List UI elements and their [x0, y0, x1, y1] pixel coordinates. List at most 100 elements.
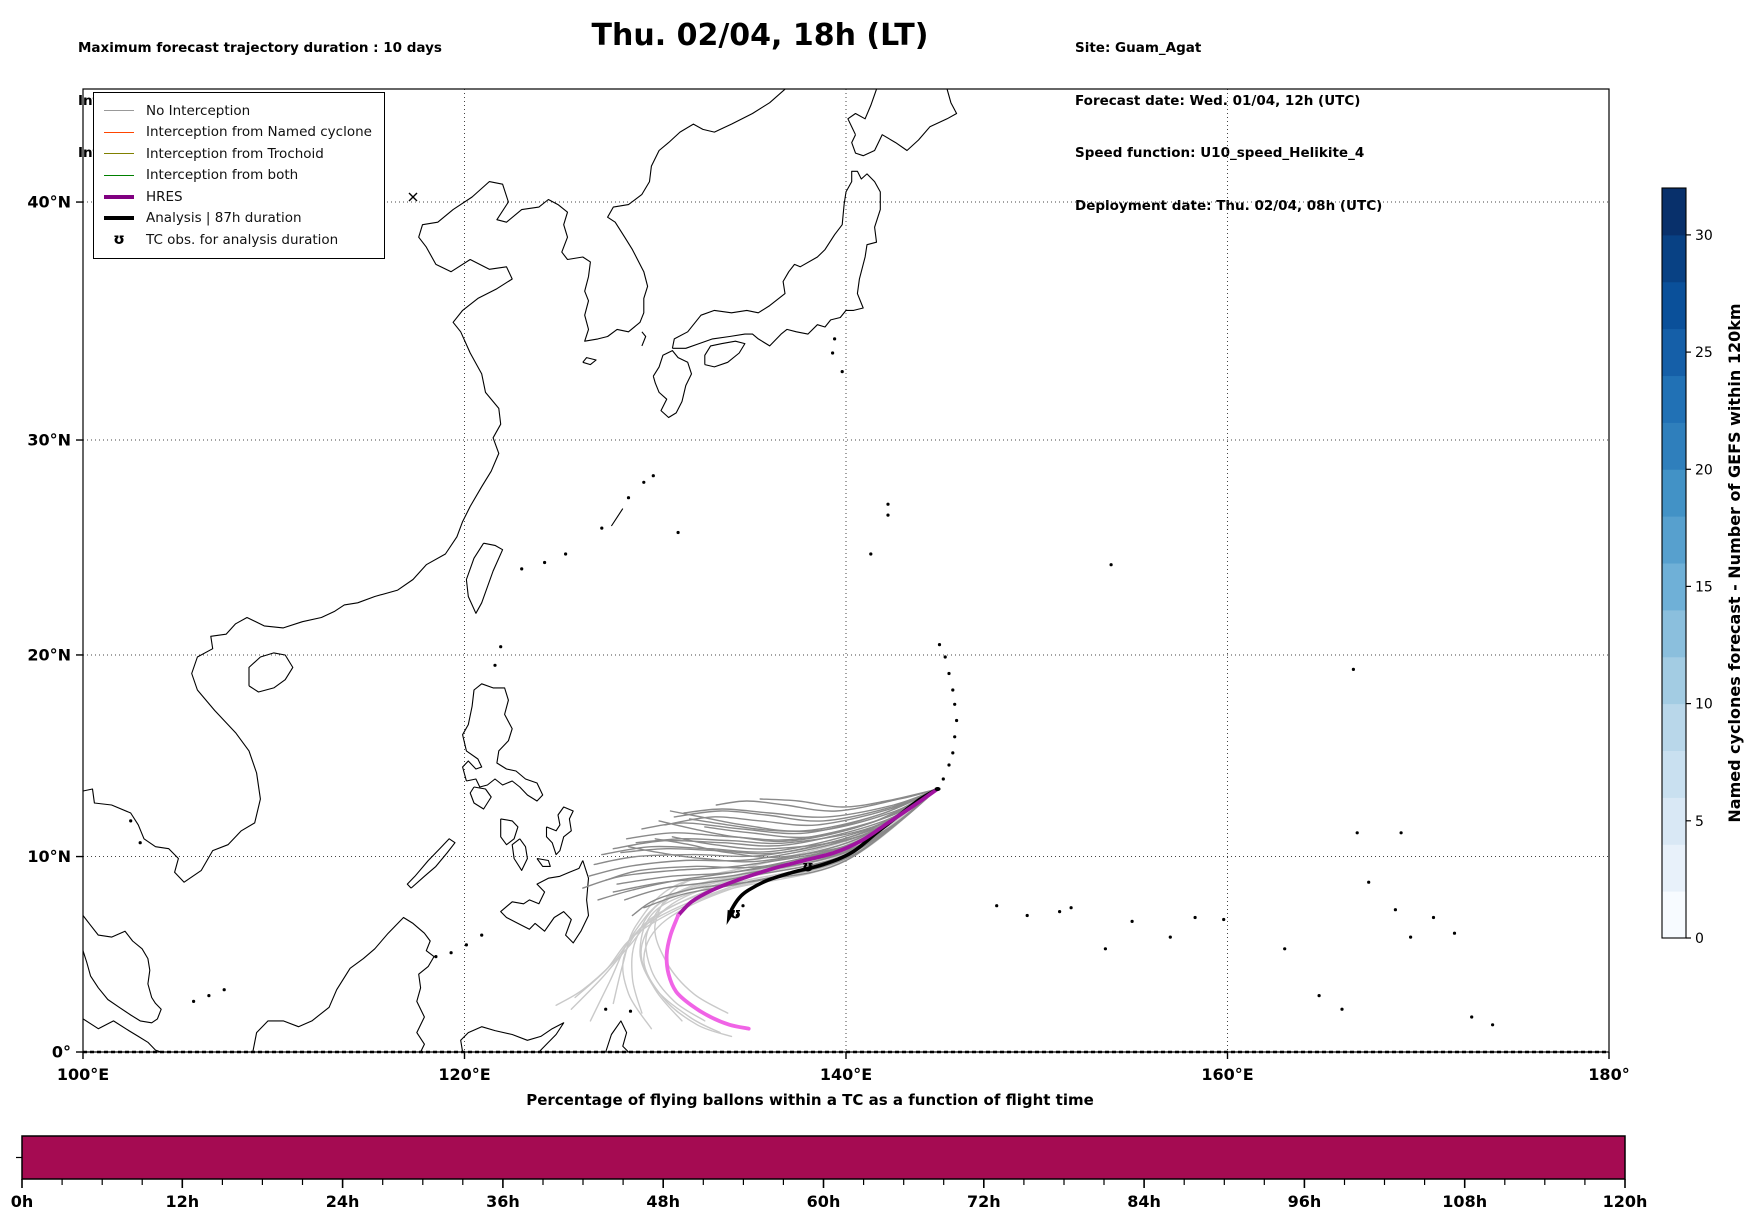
speed-function-line: Speed function: U10_speed_Helikite_4	[1075, 145, 1365, 162]
island-dot	[1351, 667, 1355, 672]
analysis-arrowhead	[726, 909, 735, 926]
bar-tick-label: 24h	[326, 1192, 360, 1211]
y-tick-label: 0°	[52, 1043, 71, 1062]
x-tick-label: 120°E	[438, 1065, 490, 1084]
tc-obs-cyclone-icon: ʊ	[730, 905, 742, 923]
island-dot	[886, 513, 890, 517]
coastline-kyushu	[652, 350, 693, 419]
ensemble-track	[683, 788, 939, 818]
colorbar-step	[1662, 328, 1686, 377]
tc-cyclone-icon: ʊ	[104, 232, 134, 247]
island-dot	[947, 763, 951, 767]
bar-tick-label: 12h	[165, 1192, 199, 1211]
island-dot	[604, 1007, 608, 1011]
bar-tick-label: 0h	[11, 1192, 34, 1211]
coastline-honshu	[671, 170, 881, 349]
island-dot	[1069, 906, 1073, 910]
tc-cyclone-icon: ʊ	[113, 230, 125, 249]
coastline-mindanao	[500, 860, 590, 944]
ensemble-track-light	[622, 788, 939, 1030]
island-dot	[543, 560, 547, 565]
colorbar-step	[1662, 844, 1686, 892]
island-dot	[520, 567, 524, 571]
island-dot	[1409, 935, 1413, 939]
island-dot	[651, 474, 655, 478]
island-dot	[1399, 831, 1403, 835]
forecast-date-line: Forecast date: Wed. 01/04, 12h (UTC)	[1075, 92, 1361, 109]
island-dot	[869, 552, 873, 556]
legend-line	[104, 110, 134, 112]
colorbar-label: Named cyclones forecast - Number of GEFS…	[1725, 303, 1744, 822]
colorbar-step	[1662, 703, 1686, 752]
island-dot	[833, 337, 837, 341]
legend-line-swatch	[104, 194, 134, 199]
legend-label: Interception from both	[146, 167, 299, 184]
legend-label: TC obs. for analysis duration	[146, 231, 339, 248]
ensemble-track	[635, 788, 939, 845]
island-dot	[138, 841, 142, 845]
legend-line	[104, 153, 134, 155]
figure-title: Thu. 02/04, 18h (LT)	[591, 18, 929, 53]
colorbar-tick-label: 10	[1695, 697, 1713, 713]
legend-line	[104, 174, 134, 176]
legend-item-3: Interception from both	[104, 165, 372, 187]
legend-line-swatch	[104, 216, 134, 221]
legend-line	[104, 131, 134, 133]
legend-line-swatch	[104, 153, 134, 155]
island-dot	[937, 643, 942, 647]
island-dot	[480, 933, 484, 937]
colorbar-step	[1662, 609, 1686, 658]
island-dot	[951, 688, 955, 692]
x-tick-label: 140°E	[820, 1065, 872, 1084]
island-dot	[840, 370, 844, 374]
island-dot	[1193, 915, 1197, 920]
max-duration-line: Maximum forecast trajectory duration : 1…	[78, 40, 442, 57]
deployment-site-marker	[934, 787, 941, 791]
legend-label: Interception from Trochoid	[146, 145, 324, 162]
coastline-hokkaido-west	[847, 89, 878, 135]
island-dot	[192, 999, 196, 1004]
island-dot	[564, 552, 568, 556]
x-tick-label: 100°E	[57, 1065, 109, 1084]
coastline-taiwan	[465, 542, 504, 614]
ensemble-track	[605, 788, 939, 881]
legend-line-swatch	[104, 174, 134, 176]
island-dot	[1431, 915, 1436, 920]
legend-item-6: ʊ TC obs. for analysis duration	[104, 229, 372, 251]
colorbar-step	[1662, 422, 1686, 470]
island-dot	[600, 526, 604, 530]
island-dot	[1058, 910, 1062, 914]
coastline-panay	[500, 818, 519, 846]
y-tick-label: 20°N	[27, 645, 71, 664]
island-dot	[1452, 931, 1457, 935]
coastline-samar-leyte	[545, 806, 574, 856]
legend-label: Analysis | 87h duration	[146, 210, 302, 227]
legend-item-4: HRES	[104, 186, 372, 208]
colorbar-step	[1662, 375, 1686, 423]
bar-tick-label: 48h	[646, 1192, 680, 1211]
coastline-hainan	[248, 652, 294, 693]
tc-obs-cyclone-icon: ʊ	[802, 857, 814, 875]
colorbar-step	[1662, 656, 1686, 705]
colorbar-step	[1662, 891, 1686, 939]
island-dot	[1130, 919, 1134, 924]
ensemble-track-light	[555, 788, 939, 1006]
ensemble-track	[664, 788, 939, 827]
coastline-asia-mainland	[83, 89, 786, 883]
island-dot	[676, 530, 680, 535]
colorbar-step	[1662, 563, 1686, 611]
colorbar-step	[1662, 281, 1686, 330]
coastline-mindoro	[469, 786, 492, 810]
legend-item-2: Interception from Trochoid	[104, 143, 372, 165]
island-dot	[493, 663, 497, 667]
colorbar-tick-label: 15	[1695, 579, 1713, 595]
island-dot	[207, 994, 211, 998]
colorbar-tick-label: 5	[1695, 814, 1704, 830]
site-info-text: Site: Guam_Agat Forecast date: Wed. 01/0…	[1075, 5, 1382, 233]
island-dot	[1367, 880, 1371, 884]
ensemble-track-light	[643, 788, 939, 1038]
island-dot	[434, 955, 438, 959]
island-dot	[1109, 563, 1113, 567]
island-dot	[831, 351, 835, 355]
